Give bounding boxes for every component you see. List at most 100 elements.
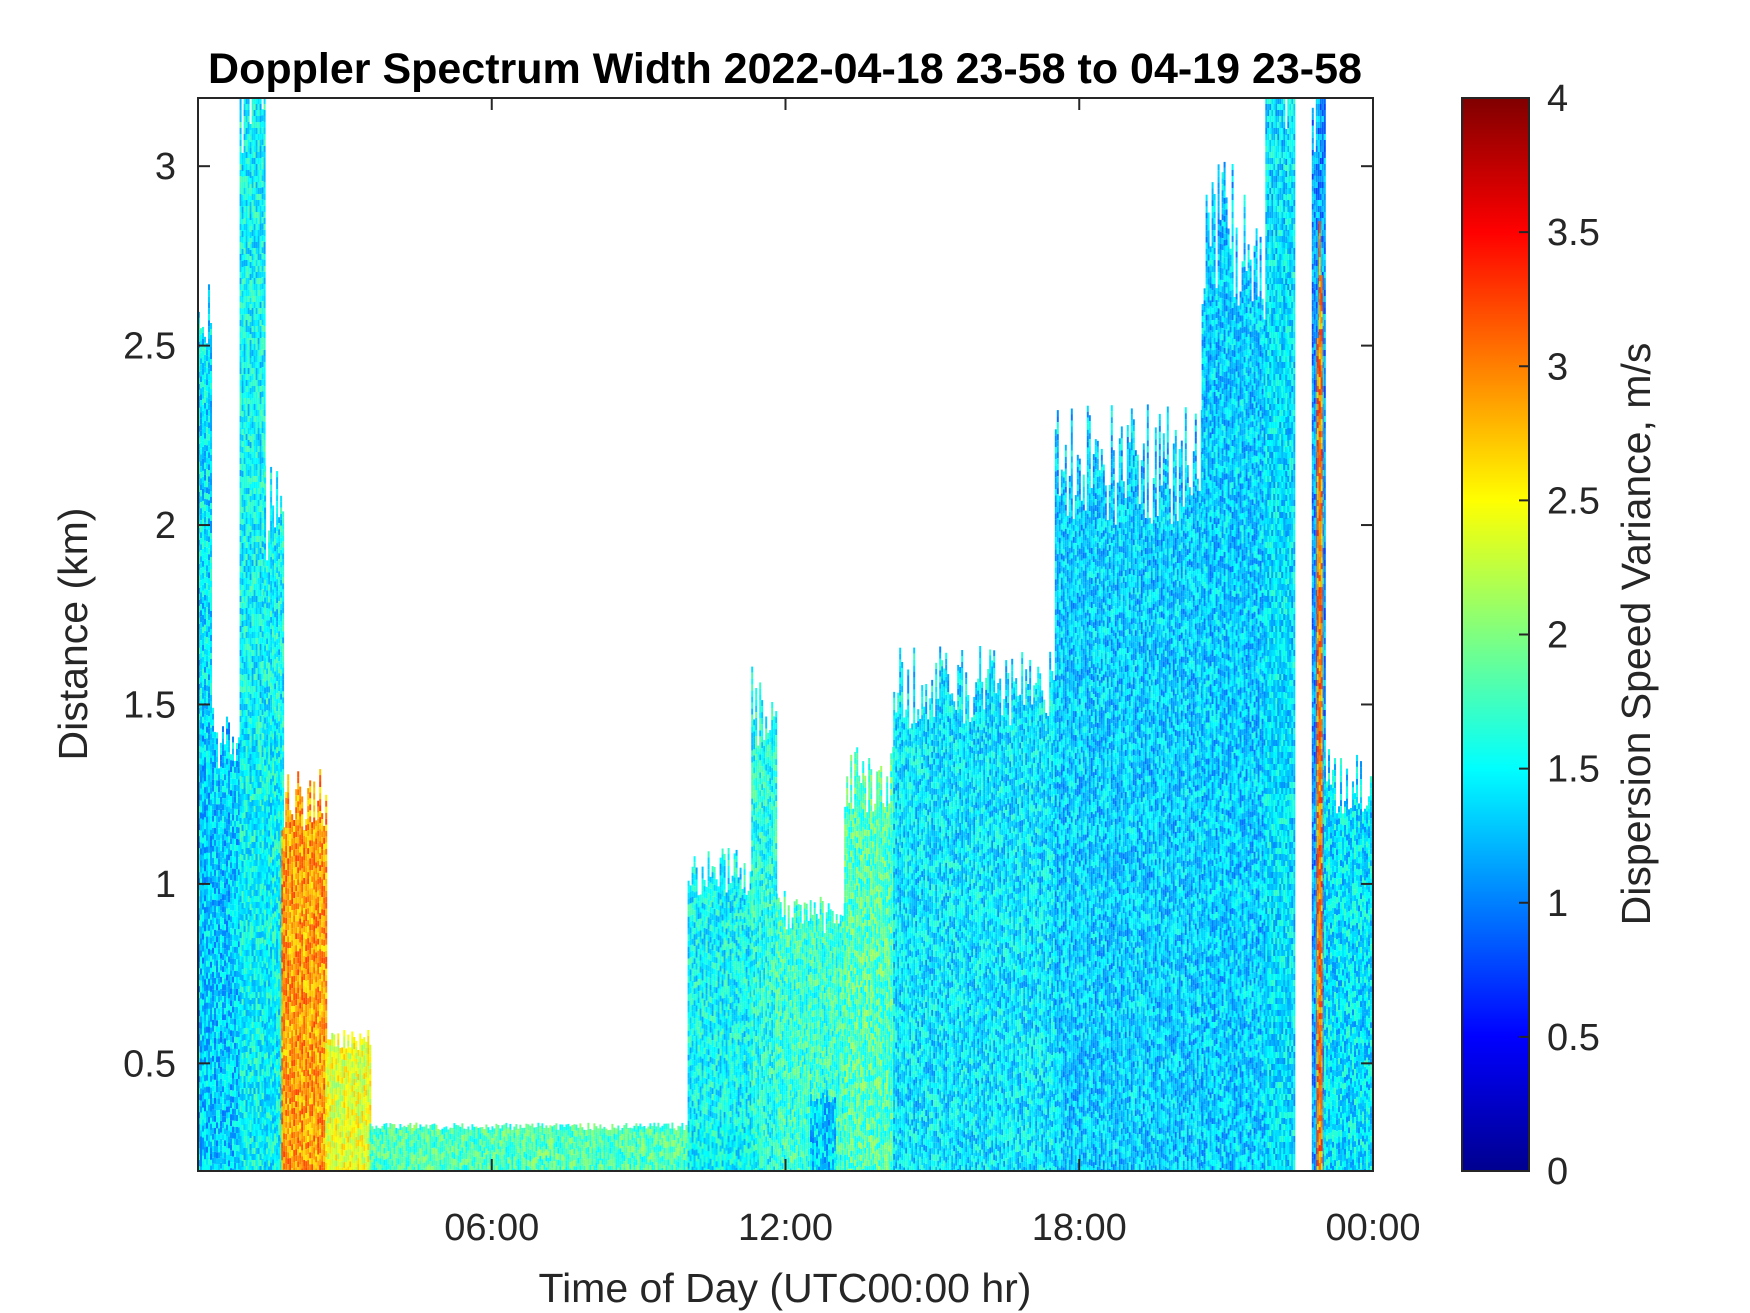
heatmap-cell xyxy=(202,904,204,910)
heatmap-cell xyxy=(202,1000,204,1006)
heatmap-cell xyxy=(200,598,202,604)
heatmap-cell xyxy=(212,798,214,804)
heatmap-cell xyxy=(218,864,220,870)
heatmap-cell xyxy=(208,554,210,560)
heatmap-cell xyxy=(222,924,224,930)
heatmap-cell xyxy=(232,899,234,905)
heatmap-cell xyxy=(230,1156,232,1162)
heatmap-cell xyxy=(200,1125,202,1131)
heatmap-cell xyxy=(200,568,202,574)
heatmap-cell xyxy=(202,1120,204,1126)
heatmap-cell xyxy=(222,762,224,768)
heatmap-cell xyxy=(202,736,204,742)
heatmap-cell xyxy=(228,848,230,854)
heatmap-cell xyxy=(222,852,224,858)
heatmap-cell xyxy=(204,709,206,715)
heatmap-cell xyxy=(200,711,202,717)
heatmap-cell xyxy=(208,1075,210,1081)
heatmap-cell xyxy=(202,862,204,868)
heatmap-cell xyxy=(234,953,236,959)
heatmap-cell xyxy=(226,723,228,729)
heatmap-cell xyxy=(220,965,222,971)
heatmap-cell xyxy=(204,895,206,901)
heatmap-cell xyxy=(200,783,202,789)
heatmap-cell xyxy=(204,1081,206,1087)
heatmap-cell xyxy=(208,751,210,757)
heatmap-cell xyxy=(210,341,212,347)
heatmap-cell xyxy=(222,1038,224,1044)
heatmap-cell xyxy=(216,1032,218,1038)
heatmap-cell xyxy=(202,423,204,429)
heatmap-cell xyxy=(200,544,202,550)
heatmap-cell xyxy=(210,1058,212,1064)
heatmap-cell xyxy=(228,1118,230,1124)
heatmap-cell xyxy=(210,782,212,788)
heatmap-cell xyxy=(214,834,216,840)
heatmap-cell xyxy=(212,828,214,834)
heatmap-cell xyxy=(234,1157,236,1163)
heatmap-cell xyxy=(208,494,210,500)
heatmap-cell xyxy=(208,1153,210,1159)
heatmap-cell xyxy=(210,539,212,545)
heatmap-cell xyxy=(220,1001,222,1007)
heatmap-cell xyxy=(230,1036,232,1042)
heatmap-cell xyxy=(208,296,210,302)
heatmap-cell xyxy=(216,1092,218,1098)
heatmap-cell xyxy=(204,1159,206,1165)
heatmap-cell xyxy=(210,629,212,635)
heatmap-cell xyxy=(208,943,210,949)
heatmap-cell xyxy=(232,1013,234,1019)
heatmap-cell xyxy=(222,858,224,864)
heatmap-cell xyxy=(202,645,204,651)
heatmap-cell xyxy=(232,749,234,755)
heatmap-cell xyxy=(230,910,232,916)
heatmap-cell xyxy=(226,1089,228,1095)
heatmap-cell xyxy=(224,858,226,864)
heatmap-cell xyxy=(204,547,206,553)
heatmap-cell xyxy=(202,868,204,874)
heatmap-cell xyxy=(222,1044,224,1050)
heatmap-cell xyxy=(208,728,210,734)
heatmap-cell xyxy=(210,1100,212,1106)
heatmap-cell xyxy=(214,810,216,816)
heatmap-cell xyxy=(204,361,206,367)
heatmap-cell xyxy=(214,756,216,762)
heatmap-cell xyxy=(216,804,218,810)
heatmap-cell xyxy=(208,805,210,811)
heatmap-cell xyxy=(224,876,226,882)
heatmap-cell xyxy=(234,947,236,953)
heatmap-cell xyxy=(202,687,204,693)
heatmap-cell xyxy=(206,541,208,547)
heatmap-cell xyxy=(204,469,206,475)
heatmap-cell xyxy=(234,1025,236,1031)
heatmap-cell xyxy=(208,476,210,482)
heatmap-cell xyxy=(204,1033,206,1039)
heatmap-cell xyxy=(218,1098,220,1104)
heatmap-cell xyxy=(210,605,212,611)
heatmap-cell xyxy=(208,1117,210,1123)
heatmap-cell xyxy=(210,860,212,866)
heatmap-cell xyxy=(208,1123,210,1129)
heatmap-cell xyxy=(200,550,202,556)
heatmap-cell xyxy=(228,734,230,740)
heatmap-cell xyxy=(220,1109,222,1115)
heatmap-cell xyxy=(208,470,210,476)
heatmap-cell xyxy=(208,1093,210,1099)
heatmap-cell xyxy=(202,922,204,928)
heatmap-cell xyxy=(206,943,208,949)
heatmap-cell xyxy=(210,413,212,419)
heatmap-cell xyxy=(206,445,208,451)
heatmap-cell xyxy=(216,930,218,936)
heatmap-cell xyxy=(204,373,206,379)
heatmap-cell xyxy=(202,387,204,393)
heatmap-cell xyxy=(204,529,206,535)
heatmap-cell xyxy=(212,900,214,906)
heatmap-cell xyxy=(218,780,220,786)
heatmap-cell xyxy=(212,1062,214,1068)
heatmap-cell xyxy=(216,1164,218,1170)
heatmap-cell xyxy=(204,1153,206,1159)
heatmap-cell xyxy=(204,643,206,649)
heatmap-cell xyxy=(202,982,204,988)
heatmap-cell xyxy=(204,559,206,565)
heatmap-cell xyxy=(222,900,224,906)
